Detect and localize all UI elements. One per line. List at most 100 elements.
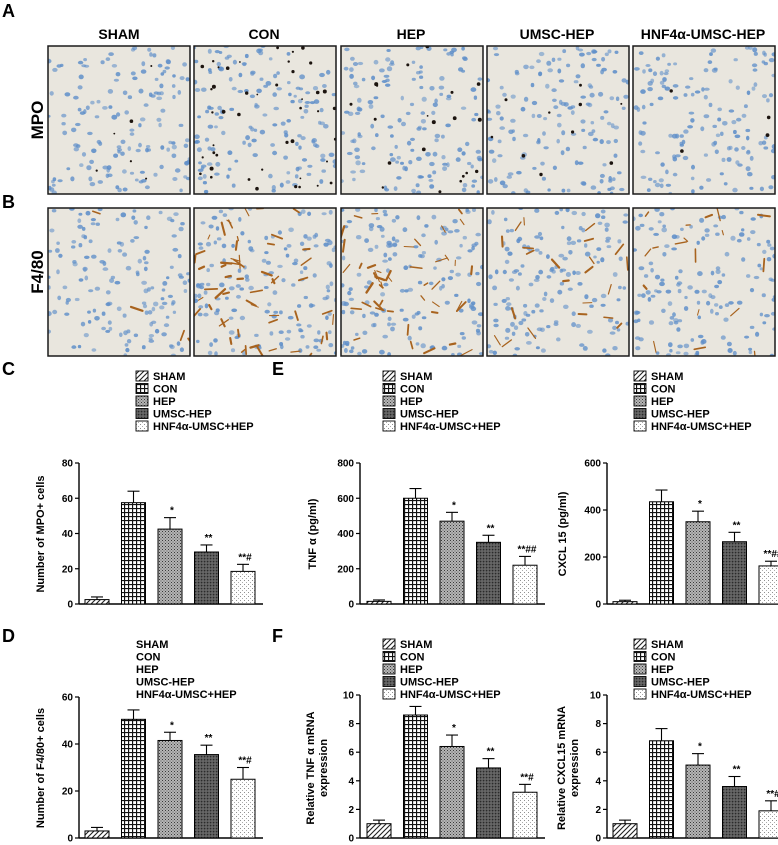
y-tick-label: 0 bbox=[67, 834, 73, 845]
legend-swatch bbox=[633, 395, 647, 407]
legend-entry-umsc-hep: UMSC-HEP bbox=[651, 409, 710, 421]
bar-sham bbox=[366, 600, 392, 605]
bar-umsc-hep bbox=[722, 786, 747, 839]
legend-entry-con: CON bbox=[136, 652, 161, 664]
legend-swatch bbox=[382, 651, 396, 662]
legend-swatch bbox=[382, 663, 396, 675]
bar-hnf4-umsc-hep bbox=[758, 810, 778, 839]
bar-sham bbox=[84, 830, 110, 839]
micrograph-mpo-hnf4-umsc-hep bbox=[632, 45, 776, 195]
bar-hnf4-umsc-hep bbox=[512, 791, 538, 839]
bar-umsc-hep bbox=[194, 754, 219, 839]
legend-swatch bbox=[633, 651, 647, 662]
micrograph-f4-80-umsc-hep bbox=[486, 207, 630, 357]
y-tick-label: 0 bbox=[595, 600, 601, 611]
significance-label: * bbox=[452, 500, 456, 511]
bar-sham bbox=[612, 823, 638, 839]
legend-swatch bbox=[135, 383, 149, 394]
y-axis-label: Number of F4/80+ cells bbox=[35, 708, 47, 828]
y-tick-label: 10 bbox=[343, 691, 355, 702]
y-tick-label: 20 bbox=[62, 564, 74, 575]
legend-entry-hep: HEP bbox=[400, 664, 423, 676]
legend-entry-hep: HEP bbox=[651, 664, 674, 676]
significance-label: ** bbox=[733, 520, 741, 531]
legend-swatch bbox=[633, 676, 647, 687]
micrograph-mpo-sham bbox=[47, 45, 191, 195]
y-tick-label: 6 bbox=[348, 748, 354, 759]
significance-label: ** bbox=[487, 523, 495, 534]
y-tick-label: 80 bbox=[62, 459, 74, 470]
y-tick-label: 200 bbox=[584, 553, 601, 564]
panel-letter-e: E bbox=[272, 359, 284, 379]
legend-swatch bbox=[382, 638, 396, 650]
column-header-con: CON bbox=[248, 26, 279, 42]
bar-hnf4-umsc-hep bbox=[230, 570, 256, 605]
bar-umsc-hep bbox=[476, 541, 501, 605]
legend-entry-sham: SHAM bbox=[153, 371, 185, 383]
legend-entry-hnf4-umsc-hep: HNF4α-UMSC+HEP bbox=[400, 689, 501, 701]
micrograph-grid bbox=[47, 45, 776, 357]
panel-letter-f: F bbox=[272, 626, 283, 646]
legend-entry-hep: HEP bbox=[400, 396, 423, 408]
bar-hnf4-umsc-hep bbox=[230, 778, 256, 839]
bar-con bbox=[121, 502, 146, 605]
row-label-f480: F4/80 bbox=[28, 250, 47, 293]
significance-label: **# bbox=[520, 772, 534, 783]
significance-label: * bbox=[170, 720, 174, 731]
legend-entry-hep: HEP bbox=[136, 664, 159, 676]
legend-swatch bbox=[633, 420, 647, 432]
column-header-umsc-hep: UMSC-HEP bbox=[520, 26, 595, 42]
bar-hep bbox=[157, 528, 183, 605]
y-axis-label: TNF α (pg/ml) bbox=[307, 498, 319, 569]
y-tick-label: 60 bbox=[62, 494, 74, 505]
legend-entry-umsc-hep: UMSC-HEP bbox=[651, 677, 710, 689]
legend-swatch bbox=[382, 420, 396, 432]
bar-con bbox=[403, 497, 428, 605]
significance-label: **# bbox=[238, 552, 252, 563]
panel-letter-c: C bbox=[2, 359, 15, 379]
y-axis-label: Number of MPO+ cells bbox=[35, 475, 47, 592]
column-header-hep: HEP bbox=[397, 26, 426, 42]
significance-label: **# bbox=[238, 756, 252, 767]
y-tick-label: 20 bbox=[62, 787, 74, 798]
legend-swatch bbox=[382, 408, 396, 419]
y-tick-label: 0 bbox=[595, 834, 601, 845]
legend-entry-con: CON bbox=[153, 384, 178, 396]
column-header-sham: SHAM bbox=[98, 26, 139, 42]
significance-label: * bbox=[452, 723, 456, 734]
bar-umsc-hep bbox=[722, 541, 747, 605]
significance-label: * bbox=[170, 506, 174, 517]
legend-swatch bbox=[633, 663, 647, 675]
significance-label: ** bbox=[205, 733, 213, 744]
significance-label: **# bbox=[766, 789, 778, 800]
significance-label: * bbox=[698, 742, 702, 753]
legend-swatch bbox=[382, 676, 396, 687]
legend-entry-sham: SHAM bbox=[400, 371, 432, 383]
y-tick-label: 2 bbox=[348, 805, 354, 816]
micrograph-f4-80-hep bbox=[340, 207, 484, 357]
legend-entry-con: CON bbox=[400, 384, 425, 396]
significance-label: **## bbox=[518, 544, 537, 555]
y-tick-label: 60 bbox=[62, 693, 74, 704]
legend-swatch bbox=[135, 420, 149, 432]
legend-swatch bbox=[382, 383, 396, 394]
micrograph-f4-80-sham bbox=[47, 207, 191, 357]
legend-swatch bbox=[135, 370, 149, 382]
legend-entry-con: CON bbox=[651, 652, 676, 664]
column-header-hnf4a-umsc-hep: HNF4α-UMSC-HEP bbox=[641, 26, 766, 42]
bar-umsc-hep bbox=[476, 767, 501, 839]
bar-hep bbox=[157, 739, 183, 839]
bar-con bbox=[403, 714, 428, 839]
legend-entry-umsc-hep: UMSC-HEP bbox=[136, 677, 195, 689]
panel-letter-a: A bbox=[2, 1, 15, 21]
